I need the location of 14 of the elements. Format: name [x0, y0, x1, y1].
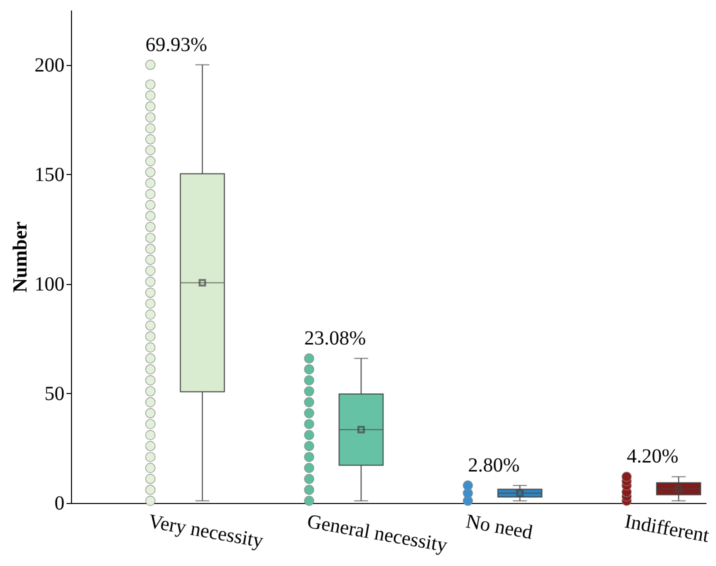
- annotation: 23.08%: [304, 327, 366, 350]
- y-tick-label: 0: [54, 492, 64, 514]
- y-tick-label: 50: [44, 382, 64, 405]
- y-tick-label: 150: [34, 164, 64, 186]
- annotation: 4.20%: [626, 446, 678, 468]
- x-tick-label: No need: [464, 510, 534, 544]
- y-axis-title: Number: [10, 221, 32, 293]
- annotation: 69.93%: [146, 34, 208, 56]
- x-tick-label: Indifferent: [622, 510, 712, 548]
- annotation: 2.80%: [468, 454, 520, 476]
- y-tick-label: 100: [34, 273, 64, 296]
- x-tick-label: Very necessity: [146, 510, 265, 552]
- y-tick-label: 200: [34, 54, 64, 76]
- x-tick-label: General necessity: [305, 510, 449, 557]
